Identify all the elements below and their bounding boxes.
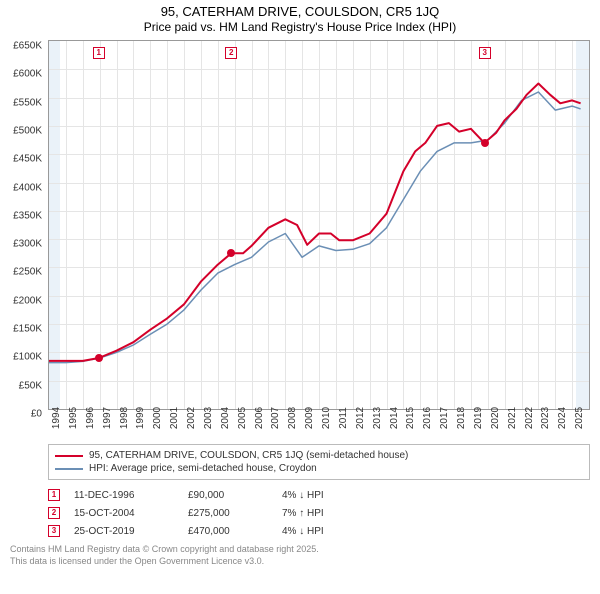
legend-swatch — [55, 468, 83, 470]
x-tick-label: 2022 — [524, 407, 535, 429]
event-price: £470,000 — [188, 526, 268, 537]
marker-dot — [481, 139, 489, 147]
x-tick-label: 2014 — [389, 407, 400, 429]
x-tick-label: 2005 — [237, 407, 248, 429]
y-tick-label: £500K — [13, 125, 42, 136]
y-tick-label: £50K — [19, 380, 42, 391]
marker-label: 1 — [93, 47, 105, 59]
marker-dot — [95, 354, 103, 362]
x-tick-label: 2016 — [422, 407, 433, 429]
y-tick-label: £150K — [13, 324, 42, 335]
x-tick-label: 2012 — [355, 407, 366, 429]
x-tick-label: 2018 — [456, 407, 467, 429]
legend-item: HPI: Average price, semi-detached house,… — [55, 462, 583, 475]
chart-plot-area: 1 2 3 — [48, 40, 590, 410]
event-table: 1 11-DEC-1996 £90,000 4% ↓ HPI 2 15-OCT-2004 £… — [48, 486, 590, 540]
event-row: 3 25-OCT-2019 £470,000 4% ↓ HPI — [48, 522, 590, 540]
x-tick-label: 2000 — [152, 407, 163, 429]
x-tick-label: 2011 — [338, 407, 349, 429]
y-tick-label: £0 — [31, 409, 42, 420]
legend-item: 95, CATERHAM DRIVE, COULSDON, CR5 1JQ (s… — [55, 449, 583, 462]
x-tick-label: 2017 — [439, 407, 450, 429]
x-tick-label: 2007 — [270, 407, 281, 429]
y-tick-label: £400K — [13, 182, 42, 193]
x-tick-label: 2020 — [490, 407, 501, 429]
footer-line: Contains HM Land Registry data © Crown c… — [10, 544, 590, 556]
event-badge: 2 — [48, 507, 60, 519]
x-tick-label: 1998 — [119, 407, 130, 429]
x-axis: 1994199519961997199819992000200120022003… — [48, 418, 590, 448]
event-badge: 1 — [48, 489, 60, 501]
event-date: 11-DEC-1996 — [74, 490, 174, 501]
y-tick-label: £550K — [13, 97, 42, 108]
y-tick-label: £450K — [13, 154, 42, 165]
x-tick-label: 2004 — [220, 407, 231, 429]
y-tick-label: £300K — [13, 239, 42, 250]
series-property — [49, 84, 581, 361]
y-tick-label: £200K — [13, 295, 42, 306]
x-tick-label: 1994 — [51, 407, 62, 429]
marker-dot — [227, 249, 235, 257]
event-date: 25-OCT-2019 — [74, 526, 174, 537]
x-tick-label: 2008 — [287, 407, 298, 429]
x-tick-label: 2002 — [186, 407, 197, 429]
event-price: £275,000 — [188, 508, 268, 519]
footer-line: This data is licensed under the Open Gov… — [10, 556, 590, 568]
event-delta: 4% ↓ HPI — [282, 526, 324, 537]
x-tick-label: 2021 — [507, 407, 518, 429]
x-tick-label: 1996 — [85, 407, 96, 429]
y-tick-label: £250K — [13, 267, 42, 278]
x-tick-label: 2015 — [405, 407, 416, 429]
x-tick-label: 2013 — [372, 407, 383, 429]
y-tick-label: £650K — [13, 41, 42, 52]
series-hpi — [49, 92, 581, 363]
x-tick-label: 2003 — [203, 407, 214, 429]
event-price: £90,000 — [188, 490, 268, 501]
legend-label: 95, CATERHAM DRIVE, COULSDON, CR5 1JQ (s… — [89, 450, 408, 461]
x-tick-label: 2009 — [304, 407, 315, 429]
x-tick-label: 2024 — [557, 407, 568, 429]
marker-label: 3 — [479, 47, 491, 59]
x-tick-label: 2025 — [574, 407, 585, 429]
attribution-footer: Contains HM Land Registry data © Crown c… — [10, 544, 590, 567]
event-badge: 3 — [48, 525, 60, 537]
y-axis: £0£50K£100K£150K£200K£250K£300K£350K£400… — [0, 46, 46, 416]
event-delta: 4% ↓ HPI — [282, 490, 324, 501]
y-tick-label: £100K — [13, 352, 42, 363]
x-tick-label: 2023 — [540, 407, 551, 429]
chart-subtitle: Price paid vs. HM Land Registry's House … — [0, 20, 600, 34]
y-tick-label: £600K — [13, 69, 42, 80]
event-row: 1 11-DEC-1996 £90,000 4% ↓ HPI — [48, 486, 590, 504]
x-tick-label: 1995 — [68, 407, 79, 429]
x-tick-label: 1997 — [102, 407, 113, 429]
x-tick-label: 1999 — [135, 407, 146, 429]
event-date: 15-OCT-2004 — [74, 508, 174, 519]
y-tick-label: £350K — [13, 210, 42, 221]
event-row: 2 15-OCT-2004 £275,000 7% ↑ HPI — [48, 504, 590, 522]
marker-label: 2 — [225, 47, 237, 59]
x-tick-label: 2010 — [321, 407, 332, 429]
legend-swatch — [55, 455, 83, 457]
legend: 95, CATERHAM DRIVE, COULSDON, CR5 1JQ (s… — [48, 444, 590, 480]
event-delta: 7% ↑ HPI — [282, 508, 324, 519]
x-tick-label: 2001 — [169, 407, 180, 429]
x-tick-label: 2006 — [254, 407, 265, 429]
chart-title: 95, CATERHAM DRIVE, COULSDON, CR5 1JQ — [0, 4, 600, 19]
legend-label: HPI: Average price, semi-detached house,… — [89, 463, 317, 474]
x-tick-label: 2019 — [473, 407, 484, 429]
